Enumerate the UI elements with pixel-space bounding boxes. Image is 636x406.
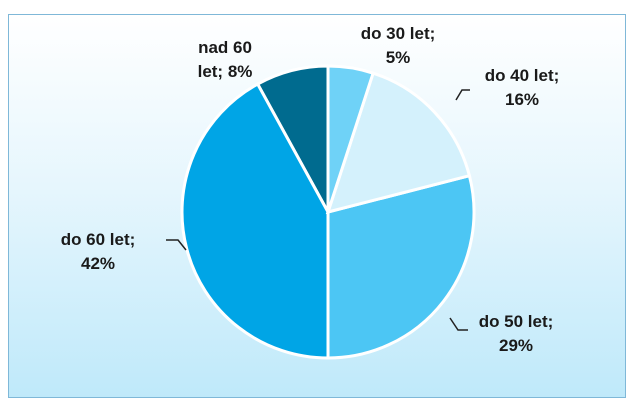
leader-line [455, 89, 470, 101]
data-label: do 50 let; 29% [466, 310, 566, 358]
data-label: do 30 let; 5% [348, 22, 448, 70]
value-label: 16% [504, 90, 540, 109]
value-label: 42% [80, 254, 116, 273]
category-label: do 30 let; [360, 24, 436, 43]
pie-slice [326, 173, 476, 360]
value-label: 5% [385, 48, 411, 67]
value-label: 8% [227, 62, 253, 81]
category-label: nad 60 let; [197, 38, 252, 81]
category-label: do 60 let; [60, 230, 136, 249]
category-label: do 50 let; [478, 312, 554, 331]
data-label: do 40 let; 16% [472, 64, 572, 112]
value-label: 29% [498, 336, 534, 355]
leader-line [166, 239, 187, 251]
leader-line [449, 317, 468, 331]
pie-slice [180, 82, 330, 360]
category-label: do 40 let; [484, 66, 560, 85]
data-label: nad 60 let; 8% [186, 36, 264, 84]
data-label: do 60 let; 42% [48, 228, 148, 276]
pie-slice [326, 64, 376, 213]
